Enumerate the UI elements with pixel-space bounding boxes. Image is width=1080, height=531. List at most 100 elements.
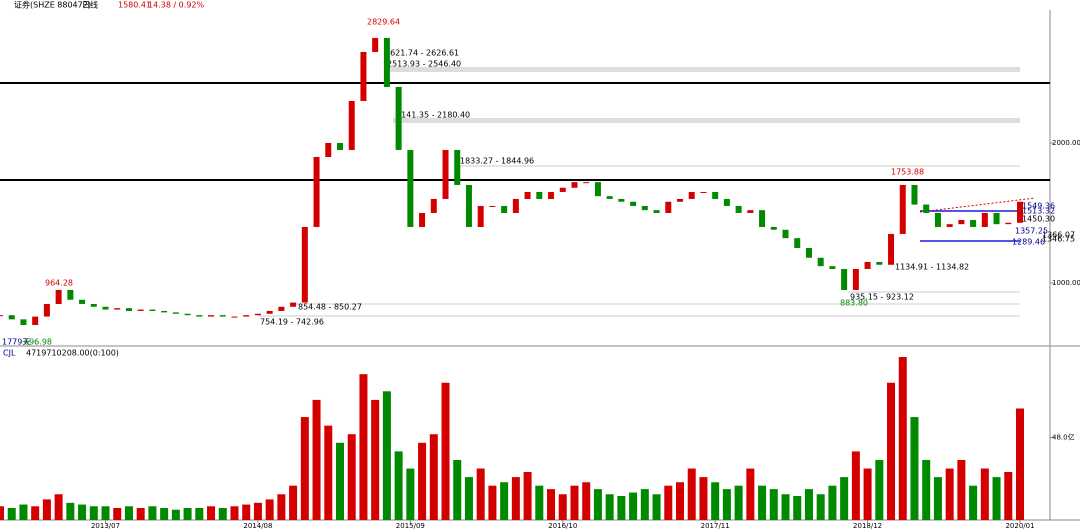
volume-bar [699,477,708,520]
volume-bar [605,494,614,520]
volume-bar [406,468,415,520]
x-tick-label: 2013/07 [91,522,120,530]
candle [0,315,3,317]
volume-bar [722,489,731,520]
candle [290,302,297,307]
candle [536,191,543,199]
volume-bar [980,468,989,520]
candle [747,210,754,213]
volume-bar [781,494,790,520]
candle [630,201,637,206]
candle [805,247,812,258]
trend-line [919,197,1036,213]
volume-bar [464,477,473,520]
volume-bar [687,468,696,520]
range-label: 935.15 - 923.12 [850,293,914,302]
volume-bar [453,459,462,520]
volume-bar [558,494,567,520]
volume-bar [547,489,556,520]
candle [641,205,648,211]
volume-bar [793,495,802,520]
volume-bar [207,506,216,520]
candle [618,198,625,202]
volume-bar [711,482,720,520]
volume-bar [230,506,239,520]
volume-bar [511,477,520,520]
volume-bar [54,494,63,520]
candle [184,313,191,316]
candle [79,299,86,304]
candle [172,312,179,314]
candle [407,149,414,227]
range-label: 2513.93 - 2546.40 [387,60,461,69]
candle [876,261,883,265]
volume-bar [148,506,157,520]
candle [723,198,730,206]
x-tick-label: 2017/11 [701,522,730,530]
candle [149,309,156,311]
candle [243,315,250,317]
x-tick-label: 2014/08 [243,522,272,530]
candle [1005,222,1012,225]
volume-bar [593,489,602,520]
candle [1017,201,1023,223]
volume-bar [289,485,298,520]
candle [524,191,531,199]
candle [934,212,941,227]
volume-bar [183,507,192,520]
volume-bar [441,382,450,520]
volume-bar [371,399,380,520]
candle [313,156,320,227]
candle [571,182,578,188]
candle [653,210,660,213]
candle [32,316,39,325]
gap-band [393,118,1020,123]
candle [489,205,496,207]
candle [301,226,308,303]
volume-bar [746,468,755,520]
candle [20,319,27,325]
candle [372,37,379,52]
level-label: 1289.46 [1012,238,1045,247]
volume-bar [910,417,919,520]
candle [125,308,132,311]
candle [360,51,367,101]
candle [266,310,273,314]
volume-bar [7,507,16,520]
candle [911,184,918,205]
volume-bar [324,425,333,520]
volume-bar [124,506,133,520]
volume-bar [933,477,942,520]
volume-bar [640,489,649,520]
candle [231,316,238,318]
candle [337,142,343,150]
volume-bar [347,434,356,520]
candle [512,198,519,213]
volume-bar [336,442,344,520]
candle [888,233,895,265]
level-label: 1366.07 [1042,231,1075,240]
volume-bar [887,382,896,520]
candle [677,198,683,202]
volume-bar [300,417,309,520]
volume-bar [394,451,403,520]
volume-bar [734,485,743,520]
annotation: 883.80 [840,299,868,308]
volume-bar [429,434,438,520]
range-label: 2141.35 - 2180.40 [396,111,470,120]
volume-bar [31,506,40,520]
candle [817,257,824,267]
candle [970,219,977,227]
candle [114,308,121,310]
volume-bar [312,399,321,520]
volume-bar [195,507,204,520]
candle [782,229,789,239]
annotation: 2829.64 [367,18,400,27]
candle [465,184,472,227]
volume-bar [277,494,286,520]
candle [348,100,355,150]
candle [254,313,261,316]
range-label: 854.48 - 850.27 [298,303,362,312]
volume-bar [898,357,907,520]
